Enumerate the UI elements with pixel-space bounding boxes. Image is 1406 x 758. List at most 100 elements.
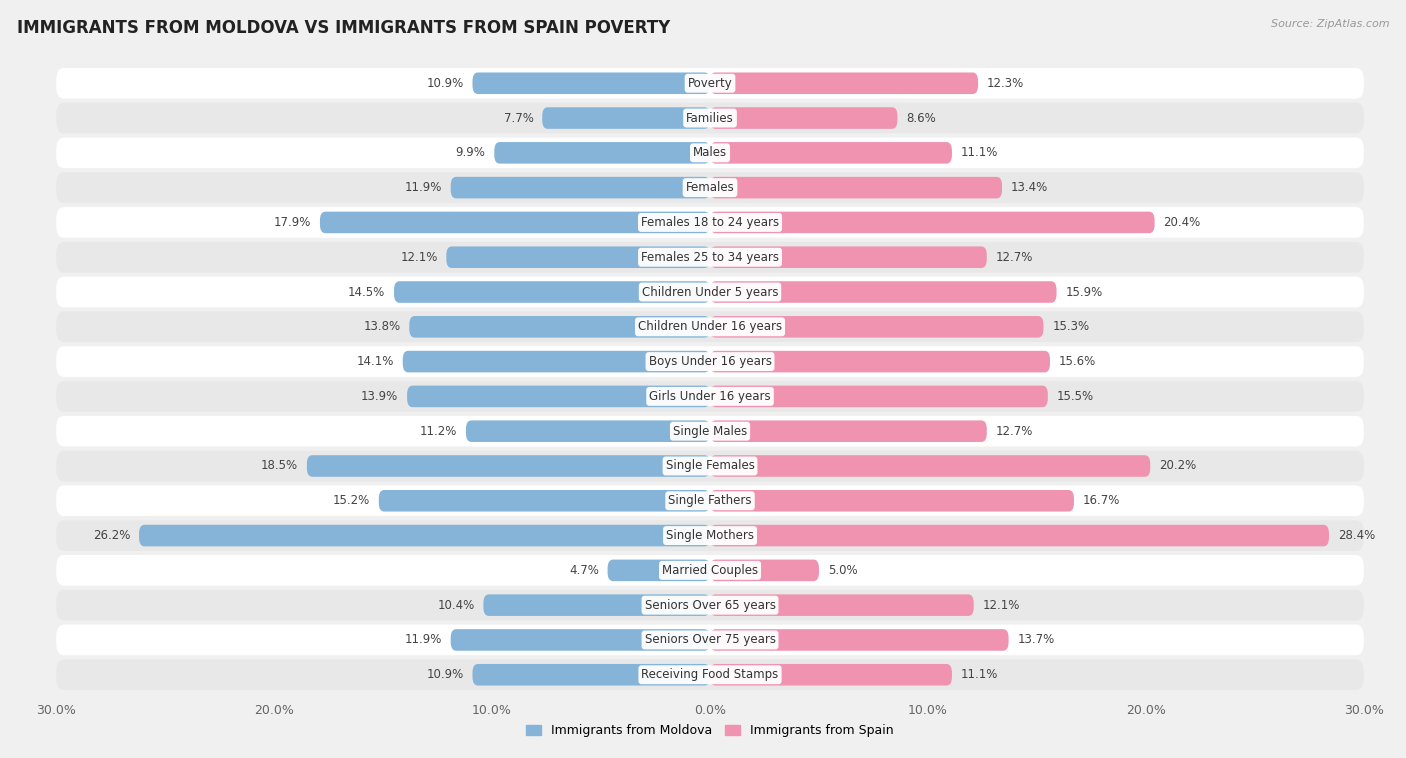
Text: Source: ZipAtlas.com: Source: ZipAtlas.com [1271,19,1389,29]
Text: 12.1%: 12.1% [401,251,437,264]
Text: 10.9%: 10.9% [426,669,464,681]
Text: IMMIGRANTS FROM MOLDOVA VS IMMIGRANTS FROM SPAIN POVERTY: IMMIGRANTS FROM MOLDOVA VS IMMIGRANTS FR… [17,19,671,37]
FancyBboxPatch shape [56,590,1364,621]
Text: 13.8%: 13.8% [363,321,401,334]
FancyBboxPatch shape [451,629,710,650]
Text: Married Couples: Married Couples [662,564,758,577]
FancyBboxPatch shape [56,381,1364,412]
FancyBboxPatch shape [56,207,1364,238]
Text: 11.1%: 11.1% [960,669,998,681]
Text: Females 18 to 24 years: Females 18 to 24 years [641,216,779,229]
FancyBboxPatch shape [56,277,1364,307]
FancyBboxPatch shape [402,351,710,372]
Text: 13.7%: 13.7% [1018,634,1054,647]
Text: 14.5%: 14.5% [349,286,385,299]
Text: Single Males: Single Males [673,424,747,437]
FancyBboxPatch shape [408,386,710,407]
FancyBboxPatch shape [710,629,1008,650]
Text: 20.4%: 20.4% [1163,216,1201,229]
FancyBboxPatch shape [710,525,1329,547]
Text: 10.4%: 10.4% [437,599,475,612]
Text: 15.2%: 15.2% [333,494,370,507]
Text: 12.1%: 12.1% [983,599,1019,612]
FancyBboxPatch shape [56,520,1364,551]
FancyBboxPatch shape [710,177,1002,199]
FancyBboxPatch shape [710,246,987,268]
FancyBboxPatch shape [451,177,710,199]
Text: 26.2%: 26.2% [93,529,131,542]
Legend: Immigrants from Moldova, Immigrants from Spain: Immigrants from Moldova, Immigrants from… [522,719,898,742]
FancyBboxPatch shape [465,421,710,442]
Text: 18.5%: 18.5% [262,459,298,472]
FancyBboxPatch shape [710,559,818,581]
Text: 15.9%: 15.9% [1066,286,1102,299]
Text: Males: Males [693,146,727,159]
Text: 14.1%: 14.1% [357,355,394,368]
FancyBboxPatch shape [56,137,1364,168]
Text: 12.7%: 12.7% [995,251,1033,264]
Text: Families: Families [686,111,734,124]
Text: 7.7%: 7.7% [503,111,533,124]
FancyBboxPatch shape [607,559,710,581]
Text: 11.1%: 11.1% [960,146,998,159]
Text: Children Under 16 years: Children Under 16 years [638,321,782,334]
FancyBboxPatch shape [56,659,1364,690]
FancyBboxPatch shape [710,490,1074,512]
Text: Children Under 5 years: Children Under 5 years [641,286,779,299]
Text: 28.4%: 28.4% [1337,529,1375,542]
FancyBboxPatch shape [139,525,710,547]
FancyBboxPatch shape [710,108,897,129]
FancyBboxPatch shape [56,625,1364,655]
FancyBboxPatch shape [56,312,1364,342]
Text: 15.5%: 15.5% [1056,390,1094,403]
Text: 20.2%: 20.2% [1159,459,1197,472]
Text: Single Mothers: Single Mothers [666,529,754,542]
FancyBboxPatch shape [56,485,1364,516]
FancyBboxPatch shape [710,351,1050,372]
Text: Girls Under 16 years: Girls Under 16 years [650,390,770,403]
Text: Poverty: Poverty [688,77,733,89]
FancyBboxPatch shape [710,211,1154,233]
Text: 17.9%: 17.9% [274,216,311,229]
Text: 12.3%: 12.3% [987,77,1024,89]
Text: Females: Females [686,181,734,194]
FancyBboxPatch shape [472,73,710,94]
FancyBboxPatch shape [710,594,974,616]
FancyBboxPatch shape [56,416,1364,446]
FancyBboxPatch shape [710,142,952,164]
FancyBboxPatch shape [307,456,710,477]
FancyBboxPatch shape [710,664,952,685]
Text: 4.7%: 4.7% [569,564,599,577]
FancyBboxPatch shape [56,68,1364,99]
FancyBboxPatch shape [446,246,710,268]
Text: Seniors Over 65 years: Seniors Over 65 years [644,599,776,612]
FancyBboxPatch shape [495,142,710,164]
FancyBboxPatch shape [710,386,1047,407]
Text: Seniors Over 75 years: Seniors Over 75 years [644,634,776,647]
Text: 15.6%: 15.6% [1059,355,1095,368]
Text: 13.9%: 13.9% [361,390,398,403]
FancyBboxPatch shape [56,346,1364,377]
Text: 8.6%: 8.6% [905,111,936,124]
Text: Boys Under 16 years: Boys Under 16 years [648,355,772,368]
FancyBboxPatch shape [378,490,710,512]
Text: 16.7%: 16.7% [1083,494,1121,507]
Text: 13.4%: 13.4% [1011,181,1047,194]
Text: Single Fathers: Single Fathers [668,494,752,507]
Text: 11.2%: 11.2% [420,424,457,437]
Text: 12.7%: 12.7% [995,424,1033,437]
Text: 9.9%: 9.9% [456,146,485,159]
Text: 15.3%: 15.3% [1052,321,1090,334]
FancyBboxPatch shape [321,211,710,233]
FancyBboxPatch shape [394,281,710,302]
Text: Receiving Food Stamps: Receiving Food Stamps [641,669,779,681]
FancyBboxPatch shape [710,421,987,442]
Text: Females 25 to 34 years: Females 25 to 34 years [641,251,779,264]
Text: 11.9%: 11.9% [405,634,441,647]
FancyBboxPatch shape [56,555,1364,586]
FancyBboxPatch shape [710,316,1043,337]
FancyBboxPatch shape [472,664,710,685]
FancyBboxPatch shape [409,316,710,337]
FancyBboxPatch shape [543,108,710,129]
FancyBboxPatch shape [56,103,1364,133]
